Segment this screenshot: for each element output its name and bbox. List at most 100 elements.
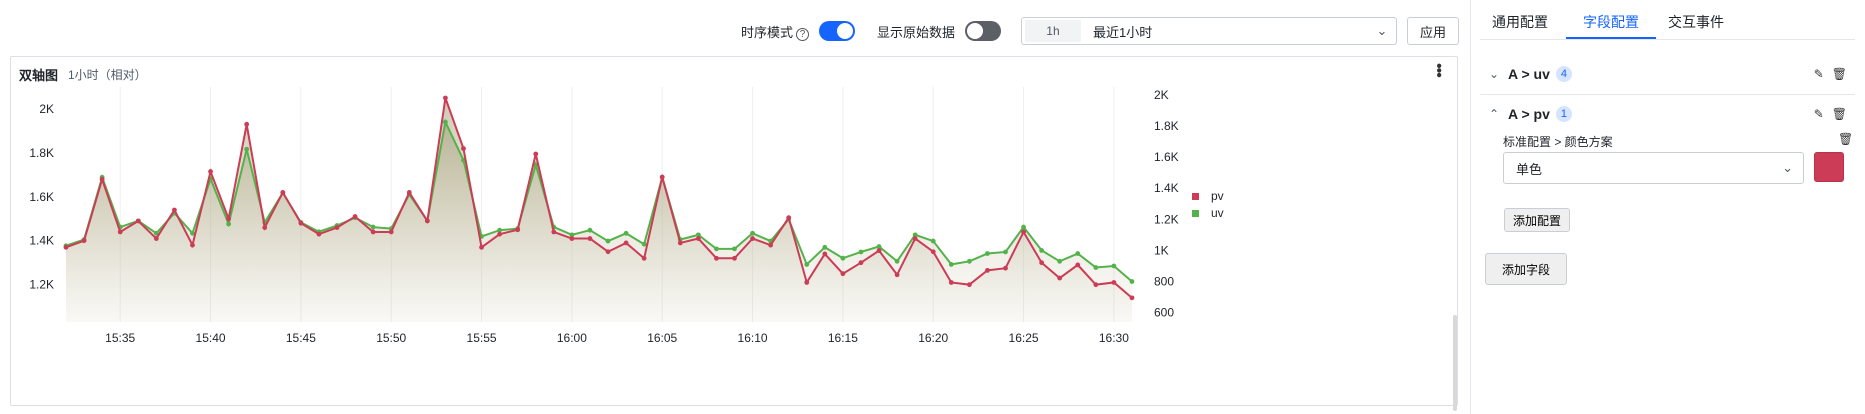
x-tick-label: 15:50 xyxy=(376,331,406,345)
data-point-uv xyxy=(985,251,990,256)
data-point-pv xyxy=(81,238,87,244)
data-point-pv xyxy=(587,236,593,241)
time-range-select[interactable]: 1h 最近1小时 ⌄ xyxy=(1020,17,1397,45)
data-point-pv xyxy=(1039,260,1045,266)
data-point-uv xyxy=(858,249,864,255)
data-point-pv xyxy=(533,151,539,157)
field-name: A > pv xyxy=(1508,106,1550,122)
x-tick-label: 15:40 xyxy=(196,331,226,345)
y-right-tick-label: 600 xyxy=(1154,306,1174,320)
data-point-pv xyxy=(406,190,412,195)
y-right-tick-label: 1.8K xyxy=(1154,119,1179,133)
data-point-pv xyxy=(1129,295,1135,301)
data-point-uv xyxy=(605,238,611,244)
data-point-uv xyxy=(822,244,828,250)
panel-subtitle: 1小时（相对） xyxy=(68,68,147,82)
data-point-pv xyxy=(1075,262,1081,268)
y-right-tick-label: 2K xyxy=(1154,88,1169,102)
data-point-pv xyxy=(858,260,864,266)
trash-icon[interactable]: 🗑 xyxy=(1831,67,1847,81)
data-point-uv xyxy=(443,119,448,125)
data-point-pv xyxy=(117,229,123,235)
add-config-button[interactable]: 添加配置 xyxy=(1504,208,1571,232)
chevron-down-icon[interactable]: ⌄ xyxy=(1488,67,1500,81)
timeseries-toggle[interactable] xyxy=(818,21,855,41)
data-point-pv xyxy=(461,146,466,151)
legend-swatch-pv xyxy=(1192,193,1199,200)
active-tab-indicator xyxy=(1566,37,1656,39)
data-point-pv xyxy=(172,207,177,213)
data-point-pv xyxy=(894,272,900,278)
add-field-button[interactable]: 添加字段 xyxy=(1485,253,1568,285)
data-point-pv xyxy=(244,121,250,127)
data-point-pv xyxy=(966,282,972,288)
tab-general[interactable]: 通用配置 xyxy=(1492,14,1548,30)
data-point-pv xyxy=(352,214,358,219)
data-point-uv xyxy=(714,246,719,252)
data-point-pv xyxy=(677,240,683,246)
data-point-pv xyxy=(388,229,394,235)
data-point-uv xyxy=(912,232,918,238)
data-point-pv xyxy=(659,174,665,180)
data-point-uv xyxy=(587,227,593,233)
edit-icon[interactable]: ✎ xyxy=(1813,67,1824,81)
data-point-pv xyxy=(750,236,755,241)
data-point-uv xyxy=(641,241,647,247)
scrollbar[interactable] xyxy=(1453,315,1457,411)
data-point-pv xyxy=(298,220,304,226)
y-left-tick-label: 1.2K xyxy=(29,278,54,292)
data-point-pv xyxy=(334,225,340,230)
help-icon[interactable]: ? xyxy=(795,27,809,41)
color-swatch[interactable] xyxy=(1814,152,1844,182)
color-scheme-value: 单色 xyxy=(1516,161,1543,177)
data-point-uv xyxy=(623,230,629,236)
data-point-pv xyxy=(1003,265,1008,271)
y-right-tick-label: 1.4K xyxy=(1154,181,1179,195)
time-range-value: 最近1小时 xyxy=(1092,24,1153,40)
trash-icon[interactable]: 🗑 xyxy=(1831,107,1847,121)
data-point-uv xyxy=(1111,263,1117,269)
data-point-uv xyxy=(966,258,972,264)
more-icon[interactable]: ••• xyxy=(1430,63,1447,77)
field-header-pv[interactable]: ⌃ A > pv 1 ✎ 🗑 xyxy=(1480,94,1855,134)
chevron-up-icon[interactable]: ⌃ xyxy=(1488,107,1500,121)
apply-button[interactable]: 应用 xyxy=(1406,17,1459,45)
data-point-uv xyxy=(732,246,737,252)
data-point-pv xyxy=(822,251,828,257)
data-point-uv xyxy=(695,232,701,238)
field-header-uv[interactable]: ⌄ A > uv 4 ✎ 🗑 xyxy=(1480,54,1855,94)
data-point-uv xyxy=(1003,249,1008,255)
timeseries-label: 时序模式? xyxy=(741,22,809,41)
data-point-pv xyxy=(497,231,503,237)
tab-field-config[interactable]: 字段配置 xyxy=(1583,14,1639,30)
data-point-pv xyxy=(63,244,69,250)
data-point-pv xyxy=(316,231,322,237)
time-range-chip: 1h xyxy=(1024,20,1081,42)
tab-interaction[interactable]: 交互事件 xyxy=(1668,14,1724,30)
x-tick-label: 16:05 xyxy=(647,331,677,345)
data-point-uv xyxy=(1039,248,1045,253)
y-right-tick-label: 1K xyxy=(1154,243,1169,257)
toggle-knob xyxy=(966,23,983,39)
field-count-badge: 1 xyxy=(1555,106,1572,122)
data-point-pv xyxy=(714,255,719,261)
field-actions: ✎ 🗑 xyxy=(1814,67,1847,81)
data-point-pv xyxy=(623,240,629,246)
data-point-pv xyxy=(948,280,954,285)
dual-axis-chart: 15:35 15:40 15:45 15:50 15:55 16:00 16:05 16:10… xyxy=(29,87,1224,345)
data-point-pv xyxy=(190,242,195,248)
trash-icon[interactable]: 🗑 xyxy=(1838,132,1854,146)
data-point-pv xyxy=(804,280,810,285)
color-scheme-select[interactable]: 单色 ⌄ xyxy=(1503,152,1804,184)
edit-icon[interactable]: ✎ xyxy=(1813,107,1824,121)
data-point-uv xyxy=(153,230,159,236)
data-point-pv xyxy=(695,236,701,241)
x-tick-label: 15:45 xyxy=(286,331,316,345)
data-point-pv xyxy=(370,229,376,235)
data-point-pv xyxy=(262,225,268,230)
data-point-pv xyxy=(1057,275,1063,281)
raw-data-toggle[interactable] xyxy=(964,21,1001,41)
data-point-pv xyxy=(208,169,213,174)
data-point-pv xyxy=(876,248,882,254)
data-point-uv xyxy=(569,232,575,238)
